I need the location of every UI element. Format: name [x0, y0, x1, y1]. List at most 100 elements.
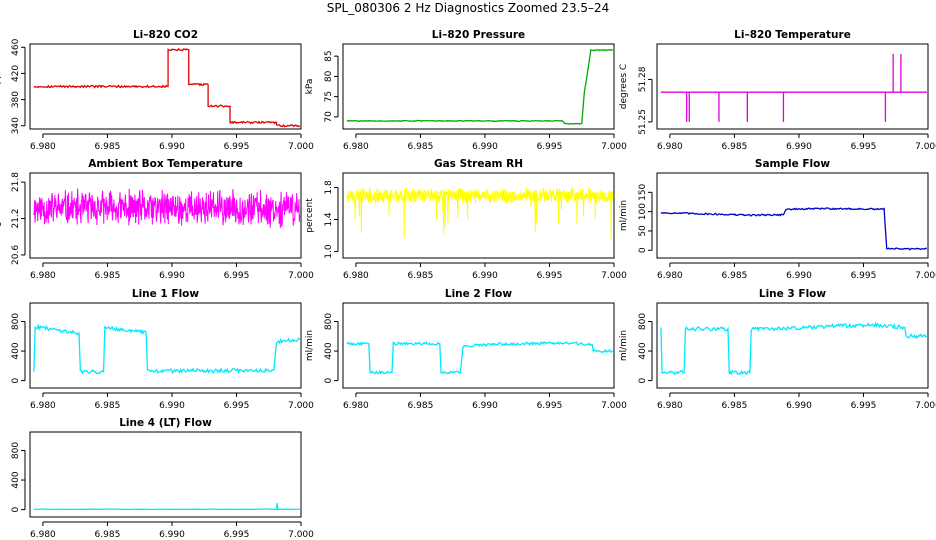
chart-title: Li–820 CO2: [133, 29, 198, 41]
y-axis-label: percent: [305, 198, 315, 233]
y-axis-label: Licor ppm: [0, 64, 2, 109]
x-tick-label: 7.000: [288, 142, 314, 152]
y-tick-label: 1.0: [324, 244, 334, 259]
x-tick-label: 6.995: [537, 142, 563, 152]
panel-line3: Line 3 Flow ml/min 6.980 6.985 6.990 6.995 7.0…: [615, 283, 936, 411]
chart-temperature: Li–820 Temperature degrees C 6.980 6.985 6.9…: [619, 29, 936, 152]
y-tick-label: 21.8: [11, 172, 21, 192]
y-tick-label: 0: [11, 506, 21, 512]
chart-title: Line 1 Flow: [132, 288, 199, 300]
y-axis-label: ml/min: [619, 330, 629, 361]
y-axis-label: degrees C: [619, 64, 629, 109]
x-tick-label: 7.000: [601, 271, 627, 281]
series-line-line4-0: [33, 502, 300, 511]
series-line-line2-0: [346, 341, 614, 375]
x-tick-label: 7.000: [288, 271, 314, 281]
y-axis-label: ml/min: [619, 200, 629, 231]
x-tick-label: 6.990: [786, 271, 812, 281]
x-tick-label: 6.995: [224, 530, 250, 540]
series-line-sample-0: [660, 207, 928, 251]
y-tick-label: 20.6: [11, 245, 21, 265]
y-axis-label: kPa: [305, 79, 315, 95]
y-axis-label: ml/min: [0, 330, 2, 361]
x-tick-label: 6.995: [537, 401, 563, 411]
y-tick-label: 21.2: [11, 209, 21, 229]
x-tick-label: 6.990: [786, 401, 812, 411]
y-tick-label: 800: [11, 442, 21, 459]
y-tick-label: 100: [638, 203, 648, 220]
chart-line3: Line 3 Flow ml/min 6.980 6.985 6.990 6.995 7.0…: [619, 288, 936, 411]
panel-line4: Line 4 (LT) Flow ml/min 6.980 6.985 6.990 6.9…: [0, 412, 314, 540]
x-tick-label: 6.985: [95, 530, 121, 540]
plot-frame: [342, 172, 615, 259]
x-tick-label: 6.995: [224, 271, 250, 281]
x-tick-label: 6.980: [657, 142, 683, 152]
figure-title: SPL_080306 2 Hz Diagnostics Zoomed 23.5–…: [326, 1, 610, 15]
x-tick-label: 6.980: [343, 401, 369, 411]
chart-title: Line 2 Flow: [445, 288, 512, 300]
panel-co2: Li–820 CO2 Licor ppm 6.980 6.985 6.990 6.995 7…: [0, 24, 314, 152]
x-tick-label: 7.000: [288, 401, 314, 411]
x-tick-label: 6.990: [159, 401, 185, 411]
chart-rh: Gas Stream RH percent 6.980 6.985 6.990 6.995…: [305, 158, 627, 281]
x-tick-label: 6.990: [472, 142, 498, 152]
x-tick-label: 6.990: [472, 271, 498, 281]
y-tick-label: 380: [11, 91, 21, 108]
x-tick-label: 6.985: [408, 142, 434, 152]
y-tick-label: 400: [11, 342, 21, 359]
chart-line2: Line 2 Flow ml/min 6.980 6.985 6.990 6.995 7.0…: [305, 288, 627, 411]
y-tick-label: 400: [324, 342, 334, 359]
chart-co2: Li–820 CO2 Licor ppm 6.980 6.985 6.990 6.995 7…: [0, 29, 314, 152]
x-tick-label: 6.995: [851, 271, 877, 281]
chart-line4: Line 4 (LT) Flow ml/min 6.980 6.985 6.990 6.9…: [0, 417, 314, 540]
panel-temperature: Li–820 Temperature degrees C 6.980 6.985 6.9…: [615, 24, 936, 152]
y-tick-label: 460: [11, 38, 21, 55]
x-tick-label: 7.000: [288, 530, 314, 540]
x-tick-label: 6.990: [159, 142, 185, 152]
x-tick-label: 6.980: [30, 401, 56, 411]
panel-line2: Line 2 Flow ml/min 6.980 6.985 6.990 6.995 7.0…: [301, 283, 627, 411]
x-tick-label: 6.990: [472, 401, 498, 411]
x-tick-label: 6.985: [722, 142, 748, 152]
y-tick-label: 1.8: [324, 180, 334, 195]
series-band-rh: [346, 187, 614, 240]
y-tick-label: 150: [638, 183, 648, 200]
x-tick-label: 6.985: [95, 401, 121, 411]
x-tick-label: 6.980: [343, 142, 369, 152]
plot-frame: [656, 172, 929, 259]
chart-line1: Line 1 Flow ml/min 6.980 6.985 6.990 6.995 7.0…: [0, 288, 314, 411]
series-line-line3-0: [660, 321, 927, 376]
chart-title: Sample Flow: [755, 158, 830, 170]
x-tick-label: 6.985: [722, 271, 748, 281]
y-tick-label: 70: [324, 111, 334, 123]
chart-title: Li–820 Pressure: [432, 29, 525, 41]
y-tick-label: 400: [638, 342, 648, 359]
x-tick-label: 6.980: [657, 401, 683, 411]
x-tick-label: 6.990: [786, 142, 812, 152]
plot-frame: [656, 302, 929, 389]
y-tick-label: 51.25: [638, 109, 648, 135]
x-tick-label: 6.995: [224, 401, 250, 411]
chart-title: Li–820 Temperature: [734, 29, 851, 41]
chart-title: Gas Stream RH: [434, 158, 523, 170]
x-tick-label: 6.980: [30, 530, 56, 540]
chart-title: Line 4 (LT) Flow: [119, 417, 212, 429]
y-tick-label: 420: [11, 65, 21, 82]
x-tick-label: 7.000: [601, 401, 627, 411]
y-tick-label: 80: [324, 70, 334, 82]
x-tick-label: 6.985: [95, 142, 121, 152]
x-tick-label: 7.000: [915, 401, 936, 411]
series-line-co2-0: [33, 47, 301, 128]
x-tick-label: 6.995: [537, 271, 563, 281]
x-tick-label: 6.990: [159, 271, 185, 281]
plot-frame: [342, 302, 615, 389]
y-axis-label: ml/min: [0, 459, 2, 490]
chart-title: Ambient Box Temperature: [88, 158, 243, 170]
x-tick-label: 6.980: [343, 271, 369, 281]
x-tick-label: 6.990: [159, 530, 185, 540]
y-tick-label: 75: [324, 91, 334, 102]
chart-pressure: Li–820 Pressure kPa 6.980 6.985 6.990 6.995 7.…: [305, 29, 627, 152]
y-axis-label: ml/min: [305, 330, 315, 361]
plot-frame: [29, 431, 302, 518]
x-tick-label: 6.985: [95, 271, 121, 281]
